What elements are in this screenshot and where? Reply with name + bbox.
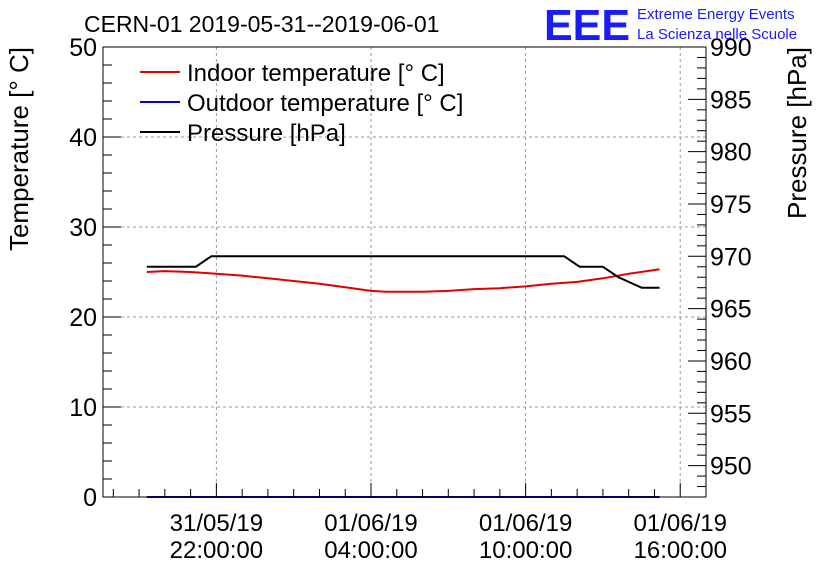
y2-tick-label: 955 bbox=[710, 400, 752, 428]
axes: 0 10 20 30 40 50 950 955 960 965 970 975 980 985 990 31… bbox=[69, 34, 752, 564]
y-tick-label: 30 bbox=[69, 214, 97, 242]
x-tick-label-time: 22:00:00 bbox=[170, 537, 263, 564]
y2-tick-label: 975 bbox=[710, 191, 752, 219]
y-tick-label: 50 bbox=[69, 34, 97, 62]
x-tick-label-date: 01/06/19 bbox=[634, 510, 727, 537]
y2-tick-label: 965 bbox=[710, 296, 752, 324]
chart-title: CERN-01 2019-05-31--2019-06-01 bbox=[84, 11, 439, 37]
y-tick-label: 10 bbox=[69, 394, 97, 422]
legend-label-pressure: Pressure [hPa] bbox=[187, 120, 346, 147]
y2-tick-label: 985 bbox=[710, 86, 752, 114]
brand-line-1: Extreme Energy Events bbox=[637, 6, 795, 23]
y2-tick-label: 950 bbox=[710, 453, 752, 481]
legend-label-outdoor: Outdoor temperature [° C] bbox=[187, 90, 463, 117]
y2-tick-label: 980 bbox=[710, 139, 752, 167]
series-lines bbox=[146, 255, 660, 498]
legend-label-indoor: Indoor temperature [° C] bbox=[187, 60, 445, 87]
y2-tick-label: 990 bbox=[710, 34, 752, 62]
y-tick-label: 0 bbox=[83, 484, 97, 512]
plot-frame bbox=[102, 46, 707, 498]
x-tick-label-time: 16:00:00 bbox=[634, 537, 727, 564]
x-tick-label-date: 01/06/19 bbox=[479, 510, 572, 537]
y-tick-label: 20 bbox=[69, 304, 97, 332]
y-tick-label: 40 bbox=[69, 124, 97, 152]
x-tick-label-date: 01/06/19 bbox=[324, 510, 417, 537]
brand-line-2: La Scienza nelle Scuole bbox=[637, 26, 797, 43]
y2-tick-label: 970 bbox=[710, 243, 752, 271]
grid bbox=[103, 47, 706, 497]
x-tick-label-date: 31/05/19 bbox=[170, 510, 263, 537]
x-tick-label-time: 04:00:00 bbox=[324, 537, 417, 564]
y-axis-title: Temperature [° C] bbox=[4, 47, 34, 251]
legend: Indoor temperature [° C] Outdoor tempera… bbox=[140, 60, 463, 147]
y2-axis-title: Pressure [hPa] bbox=[782, 47, 812, 219]
y2-tick-label: 960 bbox=[710, 348, 752, 376]
indoor-temperature-line bbox=[146, 268, 660, 293]
x-tick-label-time: 10:00:00 bbox=[479, 537, 572, 564]
pressure-line bbox=[146, 255, 660, 289]
eee-logo: EEE bbox=[544, 1, 630, 50]
